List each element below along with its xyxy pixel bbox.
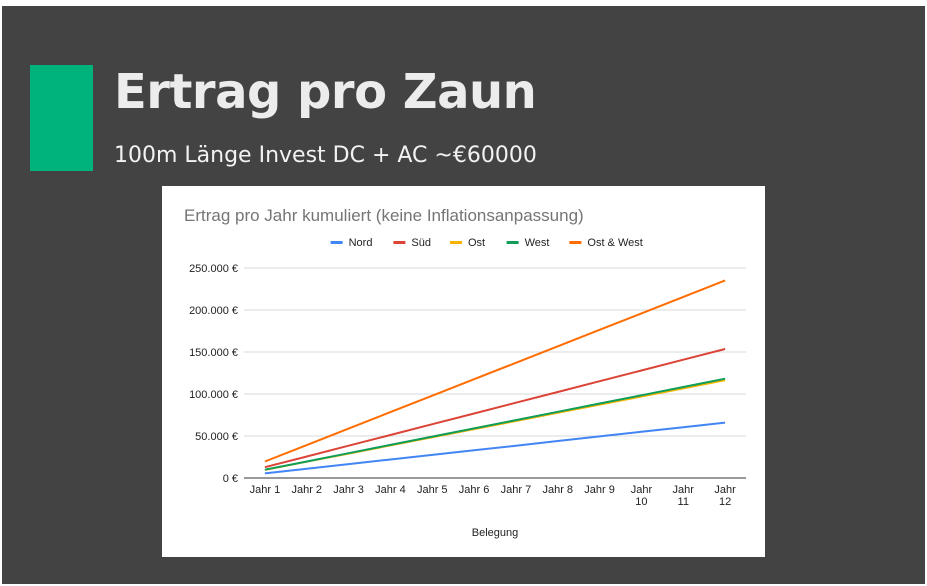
y-tick-label: 150.000 € <box>189 347 238 359</box>
x-tick-label: Jahr 6 <box>459 484 490 496</box>
x-axis: Jahr 1 Jahr 2 Jahr 3 Jahr 4 Jahr 5 Jahr 6 Jahr… <box>250 484 736 508</box>
slide-subtitle: 100m Länge Invest DC + AC ~€60000 <box>114 143 537 168</box>
legend-swatch <box>450 241 462 244</box>
series-line <box>264 348 726 469</box>
x-tick-label: Jahr 2 <box>291 484 322 496</box>
x-tick-label: Jahr 11 <box>673 484 695 508</box>
legend-swatch <box>506 241 519 244</box>
series-line <box>264 377 726 471</box>
legend-swatch <box>569 241 582 244</box>
x-tick-label: Jahr 12 <box>714 484 736 508</box>
legend-label: Ost & West <box>587 237 642 249</box>
legend-label: West <box>525 237 550 249</box>
chart-legend: Nord Süd Ost West Ost & West <box>330 237 643 249</box>
legend-swatch <box>330 241 343 244</box>
y-axis: 0 € 50.000 € 100.000 € 150.000 € 200.000 € 25… <box>189 263 238 485</box>
series-line <box>264 279 726 463</box>
legend-swatch <box>393 241 406 244</box>
x-tick-label: Jahr 3 <box>333 484 364 496</box>
x-axis-title: Belegung <box>472 527 519 539</box>
line-chart: Ertrag pro Jahr kumuliert (keine Inflati… <box>184 206 746 539</box>
chart-card[interactable]: Ertrag pro Jahr kumuliert (keine Inflati… <box>162 186 765 557</box>
y-tick-label: 250.000 € <box>189 263 238 275</box>
y-tick-label: 50.000 € <box>195 431 238 443</box>
x-tick-label: Jahr 7 <box>501 484 532 496</box>
legend-label: Süd <box>411 237 431 249</box>
series-line <box>264 421 726 475</box>
x-tick-label: Jahr 1 <box>250 484 281 496</box>
chart-title: Ertrag pro Jahr kumuliert (keine Inflati… <box>184 206 584 225</box>
chart-series <box>264 279 726 475</box>
x-tick-label: Jahr 10 <box>631 484 653 508</box>
legend-label: Nord <box>349 237 373 249</box>
y-tick-label: 100.000 € <box>189 389 238 401</box>
x-tick-label: Jahr 5 <box>417 484 448 496</box>
legend-label: Ost <box>468 237 485 249</box>
x-tick-label: Jahr 4 <box>375 484 406 496</box>
chart-grid <box>244 267 746 479</box>
y-tick-label: 0 € <box>223 473 238 485</box>
y-tick-label: 200.000 € <box>189 305 238 317</box>
accent-bar <box>30 65 93 171</box>
slide-title: Ertrag pro Zaun <box>114 64 537 120</box>
x-tick-label: Jahr 9 <box>584 484 615 496</box>
x-tick-label: Jahr 8 <box>542 484 573 496</box>
